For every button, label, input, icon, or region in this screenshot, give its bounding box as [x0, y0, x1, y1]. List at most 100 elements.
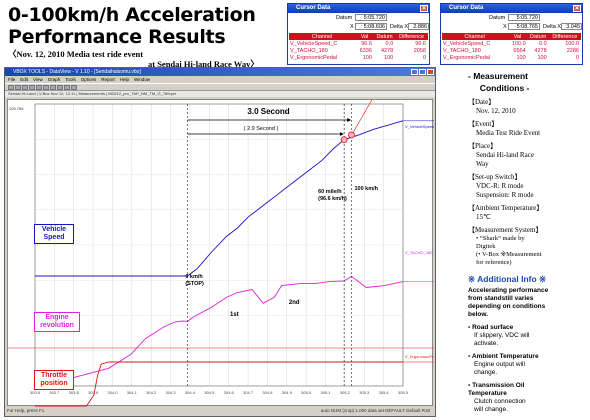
date-value: Nov. 12, 2010	[476, 107, 516, 115]
table-row[interactable]: V_VehicleSpeed_C 100.0 0.0 100.0	[443, 40, 579, 47]
plot-area[interactable]: 303.6 303.7 303.8 303.9 304.0 304.1 304.2 304.3…	[7, 96, 440, 407]
label-0-kmh: (STOP)	[185, 281, 204, 287]
x-tick-label: 304.2	[146, 390, 157, 395]
x-tick-label: 305.2	[340, 390, 351, 395]
label-3-0-second: 3.0 Second	[247, 107, 289, 116]
x-label: X	[503, 24, 507, 30]
close-icon[interactable]: ✕	[420, 5, 428, 12]
delta-x-label: Delta X	[390, 24, 409, 30]
menu-edit[interactable]: Edit	[20, 77, 29, 82]
menu-graph[interactable]: Graph	[47, 77, 61, 82]
toolbar-open-icon[interactable]	[8, 84, 14, 90]
channel-tabbar[interactable]: Sendai Hi-Land | V-Box Nov 12, 12:11 | M…	[5, 91, 435, 97]
plot-frame	[34, 103, 404, 387]
label-100-kmh: 100 km/h	[354, 186, 378, 192]
y-top-label: 109.765	[9, 106, 24, 111]
setup-label: 【Set-up Switch】	[468, 173, 522, 181]
col-val: Val	[507, 33, 528, 40]
x-value: 5:08.765	[508, 23, 540, 30]
bullet-transmission-oil: • Transmission Oil Temperature Clutch co…	[468, 382, 526, 413]
table-row[interactable]: V_ErgonomicPedal 100 100 0	[443, 54, 579, 61]
toolbar-print-icon[interactable]	[22, 84, 28, 90]
setup-value: VDC-R: R mode Suspension: R mode	[476, 182, 534, 199]
status-help: For Help, press F1	[7, 408, 45, 413]
menu-report[interactable]: Report	[101, 77, 115, 82]
menu-file[interactable]: File	[8, 77, 16, 82]
bullet-icon: •	[468, 382, 471, 389]
menu-view[interactable]: View	[33, 77, 43, 82]
channel-tag-pedal: V_ErgonomicPedal	[405, 354, 434, 359]
table-row[interactable]: V_TACHO_180 6564 4278 2286	[443, 47, 579, 54]
x-tick-label: 303.6	[30, 390, 41, 395]
col-difference: Difference	[395, 33, 428, 40]
x-tick-label: 304.9	[282, 390, 293, 395]
label-0-kmh: 0 km/h	[185, 274, 203, 280]
bullet-road-surface: • Road surface If slippery, VDC will act…	[468, 324, 530, 347]
title-line-1: 0-100km/h Acceleration	[8, 4, 256, 26]
close-icon[interactable]: ✕	[573, 5, 581, 12]
x-tick-label: 304.4	[185, 390, 196, 395]
toolbar-table-icon[interactable]	[57, 84, 63, 90]
title-line-2: Performance Results	[8, 26, 226, 48]
minimize-icon[interactable]	[411, 69, 418, 75]
x-tick-label: 305.4	[379, 390, 390, 395]
toolbar-cursor-icon[interactable]	[43, 84, 49, 90]
col-datum: Datum	[527, 33, 549, 40]
marker-96-6	[340, 136, 348, 144]
channel-tag-speed: V_VehicleSpeed_C	[405, 124, 434, 129]
toolbar-zoom-in-icon[interactable]	[29, 84, 35, 90]
x-tick-label: 303.9	[88, 390, 99, 395]
delta-x-value: 2.886	[408, 23, 429, 30]
cursor-data-titlebar[interactable]: Cursor Data ✕	[441, 4, 582, 13]
cursor-data-titlebar[interactable]: Cursor Data ✕	[288, 4, 429, 13]
app-titlebar[interactable]: VBOX TOOLS - DataView - V 1.10 - [Sendai…	[5, 68, 435, 76]
app-title: VBOX TOOLS - DataView - V 1.10 - [Sendai…	[13, 69, 141, 75]
subtitle-line-2: at Sendai Hi-land Race Way〉	[148, 59, 259, 69]
ambient-temp-label: 【Ambient Temperature】	[468, 204, 544, 212]
bullet-icon: •	[468, 353, 471, 360]
series-line-V_TACHO_180	[34, 275, 404, 383]
acceleration-chart[interactable]: 303.6 303.7 303.8 303.9 304.0 304.1 304.2 304.3…	[8, 96, 440, 407]
table-row[interactable]: V_ErgonomicPedal 100 100 0	[290, 54, 426, 61]
x-value: 5:08.606	[355, 23, 387, 30]
pointer-line	[353, 96, 374, 133]
x-tick-label: 304.0	[107, 390, 118, 395]
event-label: 【Event】	[468, 120, 499, 128]
label-1st-gear: 1st	[230, 312, 239, 318]
statusbar: For Help, press F1 auto NUM (crop) 1.000…	[7, 407, 433, 415]
toolbar-zoom-out-icon[interactable]	[36, 84, 42, 90]
col-datum: Datum	[373, 33, 396, 40]
x-tick-label: 305.0	[301, 390, 312, 395]
cursor-data-window-2[interactable]: Cursor Data ✕ Datum 5:05.720 X 5:08.765 …	[440, 3, 583, 65]
toolbar	[5, 83, 435, 91]
col-channel: Channel	[289, 33, 356, 40]
app-window[interactable]: VBOX TOOLS - DataView - V 1.10 - [Sendai…	[4, 67, 440, 417]
menu-tools[interactable]: Tools	[65, 77, 76, 82]
page-title: 0-100km/h Acceleration Performance Resul…	[8, 4, 256, 48]
marker-100	[348, 131, 355, 139]
x-tick-label: 304.5	[204, 390, 215, 395]
toolbar-graph-icon[interactable]	[50, 84, 56, 90]
menu-options[interactable]: Options	[80, 77, 97, 82]
cursor-data-window-1[interactable]: Cursor Data ✕ Datum 5:05.720 X 5:08.606 …	[287, 3, 430, 65]
bullet-ambient-temperature: • Ambient Temperature Engine output will…	[468, 353, 539, 376]
cursor-data-title: Cursor Data	[449, 5, 484, 11]
maximize-icon[interactable]	[419, 69, 426, 75]
window-controls	[411, 69, 434, 75]
table-row[interactable]: V_TACHO_180 6336 4278 2058	[290, 47, 426, 54]
toolbar-help-icon[interactable]	[71, 84, 77, 90]
x-tick-label: 304.6	[224, 390, 235, 395]
x-tick-label: 305.5	[398, 390, 409, 395]
datum-label: Datum	[489, 15, 506, 21]
toolbar-save-icon[interactable]	[15, 84, 21, 90]
conditions-heading: - Measurement Conditions -	[468, 71, 530, 93]
menu-help[interactable]: Help	[119, 77, 130, 82]
toolbar-settings-icon[interactable]	[64, 84, 70, 90]
subtitle-line-1: 〈Nov. 12, 2010 Media test ride event	[8, 49, 144, 59]
close-icon[interactable]	[427, 69, 434, 75]
engine-revolution-label: Engine revolution	[34, 312, 80, 332]
place-value: Sendai Hi-land Race Way	[476, 151, 534, 168]
table-row[interactable]: V_VehicleSpeed_C 96.6 0.0 96.6	[290, 40, 426, 47]
menu-window[interactable]: Window	[134, 77, 151, 82]
x-label: X	[350, 24, 354, 30]
